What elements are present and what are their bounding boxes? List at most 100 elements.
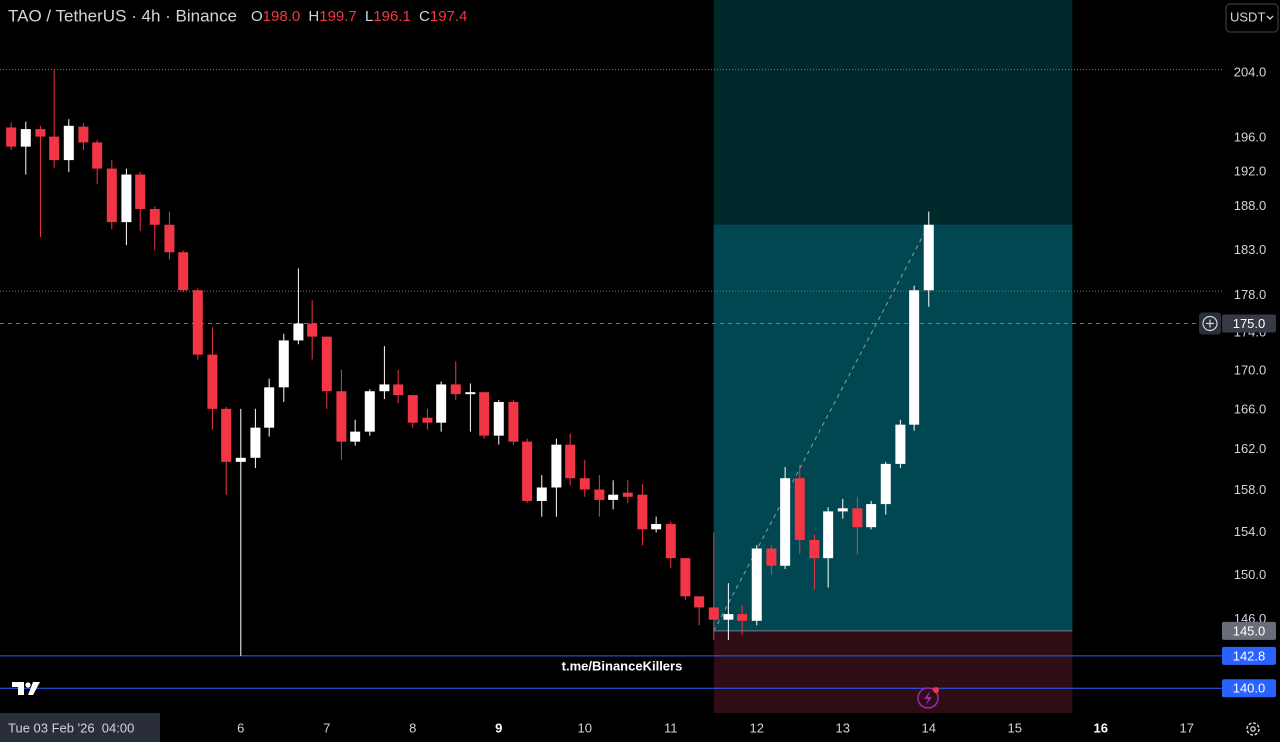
candle-body [235, 457, 246, 462]
candle-body [221, 408, 232, 462]
x-tick-label: 15 [1008, 720, 1022, 735]
candle-body [794, 478, 805, 540]
ohlc-key: H [308, 8, 319, 25]
candle-body [321, 336, 332, 392]
candle-body [35, 129, 46, 137]
tradingview-logo [12, 682, 40, 695]
candle-body [565, 444, 576, 479]
candle-body [293, 323, 304, 341]
candle-body [895, 424, 906, 464]
candle-body [809, 539, 820, 559]
y-tick-label: 166.0 [1234, 401, 1267, 416]
candle-body [264, 387, 275, 428]
crosshair-plus [1202, 315, 1218, 332]
y-tick-label: 170.0 [1234, 362, 1267, 377]
symbol-title: TAO / TetherUS · 4h · Binance [8, 6, 237, 25]
candle-body [178, 252, 189, 291]
price-label-box [1222, 679, 1276, 698]
entry-label-box [1222, 621, 1276, 640]
x-tick-label: 11 [664, 720, 678, 735]
candle-body [379, 384, 390, 392]
candle-body [364, 391, 375, 432]
ohlc-key: C [419, 8, 430, 25]
y-tick-label: 196.0 [1234, 130, 1267, 145]
candle-body [680, 558, 691, 597]
chevron-icon[interactable] [1266, 15, 1274, 20]
ohlc-value: 199.7 [319, 8, 357, 25]
y-tick-label: 162.0 [1234, 441, 1267, 456]
watermark: t.me/BinanceKillers [562, 658, 683, 673]
candle-body [465, 392, 476, 395]
settings-icon[interactable] [1246, 722, 1260, 736]
price-label-box [1222, 314, 1276, 333]
candle-body [508, 401, 519, 442]
y-tick-label: 188.0 [1234, 198, 1267, 213]
plot-area: t.me/BinanceKillers [0, 0, 1222, 713]
candle-body [350, 431, 361, 442]
candle-body [450, 384, 461, 395]
candle-body [651, 524, 662, 530]
candle-body [723, 614, 734, 620]
currency-button[interactable]: USDT [1225, 3, 1279, 33]
gear-center[interactable] [1250, 726, 1256, 732]
candle-body [522, 441, 533, 501]
candle-body [135, 174, 146, 210]
candle-body [923, 224, 934, 291]
candle-body [121, 174, 132, 223]
candle-body [694, 596, 705, 608]
y-tick-label: 158.0 [1234, 482, 1267, 497]
x-tick-label: 10 [578, 720, 592, 735]
x-tick-label: 6 [237, 720, 244, 735]
candle-body [594, 489, 605, 500]
y-tick-label: 150.0 [1234, 567, 1267, 582]
candle-body [336, 391, 347, 442]
candle-body [608, 494, 619, 500]
price-label-text: 175.0 [1233, 316, 1266, 331]
candle-body [551, 444, 562, 488]
candle-body [737, 614, 748, 621]
ohlc-legend: O198.0 H199.7 L196.1 C197.4 [251, 8, 467, 25]
ohlc-key: O [251, 8, 263, 25]
icon-ring[interactable] [917, 687, 939, 709]
candle-body [880, 463, 891, 505]
candle-body [192, 290, 203, 355]
y-tick-label: 154.0 [1234, 524, 1267, 539]
candle-body [422, 417, 433, 423]
y-tick-label: 192.0 [1234, 163, 1267, 178]
x-tick-label: 12 [750, 720, 764, 735]
icon-bolt[interactable] [924, 691, 932, 705]
candle-body [852, 508, 863, 528]
candle-body [63, 125, 74, 161]
x-tick-label: 14 [922, 720, 936, 735]
y-tick-label: 204.0 [1234, 64, 1267, 79]
ohlc-value: 196.1 [373, 8, 411, 25]
candle-body [665, 524, 676, 559]
candle-body [708, 607, 719, 620]
candle-body [278, 340, 289, 388]
gear[interactable] [1246, 722, 1260, 736]
candle-body [493, 401, 504, 436]
profit-fill [713, 224, 1073, 631]
candle-body [837, 508, 848, 512]
price-label-box [1222, 646, 1276, 665]
currency-label[interactable]: USDT [1230, 9, 1265, 24]
candle-body [207, 354, 218, 409]
candle-body [479, 392, 490, 436]
candle-body [909, 290, 920, 425]
candle-body [393, 384, 404, 396]
ohlc-key: L [365, 8, 373, 25]
currency-button-frame[interactable] [1225, 3, 1279, 33]
candle-body [164, 224, 175, 253]
y-tick-label: 183.0 [1234, 242, 1267, 257]
icon-dot[interactable] [933, 687, 939, 693]
logo-dot [25, 682, 31, 688]
x-tick-label: 13 [836, 720, 850, 735]
candle-body [78, 126, 89, 143]
candle-body [622, 492, 633, 497]
alert-icon[interactable] [917, 687, 939, 709]
x-tick-label: 7 [323, 720, 330, 735]
candle-body [823, 511, 834, 559]
